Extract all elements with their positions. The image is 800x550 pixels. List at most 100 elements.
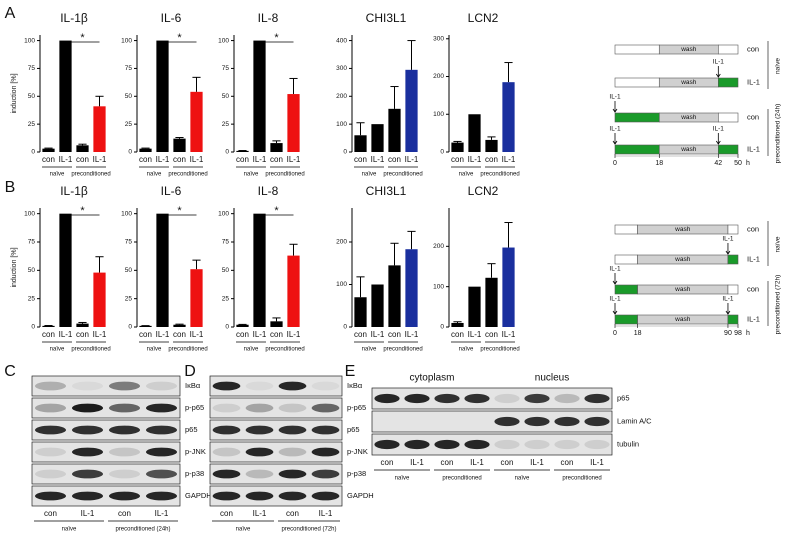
bar — [354, 135, 367, 152]
bar — [42, 325, 55, 327]
band — [212, 381, 241, 391]
lane-label: IL-1 — [470, 458, 484, 467]
band — [212, 469, 241, 479]
band — [108, 403, 141, 413]
group-label: naïve — [244, 347, 259, 353]
significance-star: * — [80, 205, 85, 217]
row-label: con — [747, 284, 759, 293]
group-label: naïve — [147, 172, 162, 178]
group-label: naïve — [515, 476, 530, 482]
segment — [614, 254, 638, 265]
group-label: preconditioned (72h) — [281, 527, 336, 533]
bar — [236, 324, 249, 327]
significance-star: * — [177, 205, 182, 217]
row-label: p65 — [347, 425, 360, 434]
group-label: preconditioned — [562, 476, 601, 482]
x-tick-label: IL-1 — [371, 330, 385, 339]
chart-title: CHI3L1 — [366, 11, 407, 25]
arrow-head — [612, 108, 618, 113]
bar — [76, 323, 89, 327]
band — [464, 439, 490, 450]
band — [584, 416, 610, 427]
band — [404, 393, 430, 404]
arrow-head — [612, 310, 618, 315]
panel-letter: D — [184, 363, 196, 380]
bar — [173, 138, 186, 152]
x-tick-label: IL-1 — [190, 155, 204, 164]
time-unit: h — [746, 160, 750, 167]
segment — [718, 144, 739, 155]
x-tick-label: con — [485, 155, 498, 164]
blot-strip — [31, 485, 181, 507]
bar — [173, 324, 186, 327]
x-tick-label: con — [173, 155, 186, 164]
band — [434, 439, 460, 450]
band — [34, 447, 67, 457]
arrow-label: IL-1 — [609, 126, 621, 133]
x-tick-label: IL-1 — [502, 155, 516, 164]
bar — [485, 277, 498, 327]
band — [34, 469, 67, 479]
arrow-label: IL-1 — [722, 296, 734, 303]
band — [311, 403, 340, 413]
arrow-label: IL-1 — [609, 94, 621, 101]
band — [145, 491, 178, 501]
x-tick-label: con — [270, 330, 283, 339]
bar — [451, 142, 464, 152]
group-label: preconditioned — [265, 172, 304, 178]
time-tick-label: 90 — [724, 330, 732, 337]
x-tick-label: IL-1 — [371, 155, 385, 164]
y-tick-label: 75 — [28, 65, 36, 72]
band — [311, 447, 340, 457]
lane-label: IL-1 — [530, 458, 544, 467]
row-label: Lamin A/C — [617, 416, 652, 425]
row-label: IL-1 — [747, 254, 760, 263]
y-tick-label: 300 — [433, 35, 444, 42]
row-label: p-p38 — [347, 469, 366, 478]
group-label: naïve — [775, 58, 782, 74]
y-tick-label: 75 — [28, 239, 36, 246]
y-tick-label: 0 — [440, 149, 444, 156]
group-label: naïve — [362, 172, 377, 178]
bar — [468, 114, 481, 152]
x-tick-label: con — [236, 155, 249, 164]
bar — [139, 148, 152, 152]
segment — [727, 314, 739, 325]
bar — [253, 213, 266, 327]
bar — [287, 255, 300, 327]
group-label: naïve — [62, 527, 77, 533]
segment — [718, 112, 739, 123]
band — [554, 439, 580, 450]
blot-strip — [31, 375, 181, 397]
band — [404, 439, 430, 450]
band — [245, 469, 274, 479]
y-tick-label: 0 — [440, 324, 444, 331]
chart-title: IL-1β — [60, 184, 88, 198]
blot-strip — [209, 485, 343, 507]
blot-header: nucleus — [535, 373, 569, 384]
time-unit: h — [746, 330, 750, 337]
x-tick-label: con — [485, 330, 498, 339]
y-tick-label: 50 — [28, 267, 36, 274]
row-label: p65 — [185, 425, 198, 434]
y-tick-label: 25 — [125, 121, 133, 128]
x-tick-label: IL-1 — [156, 155, 170, 164]
blot-strip — [209, 441, 343, 463]
bar — [371, 124, 384, 152]
lane-label: IL-1 — [410, 458, 424, 467]
row-label: IL-1 — [747, 144, 760, 153]
arrow-label: IL-1 — [713, 59, 725, 66]
band — [71, 469, 104, 479]
band — [212, 425, 241, 435]
blot-strip — [31, 441, 181, 463]
wash-label: wash — [674, 226, 691, 233]
group-label: preconditioned — [383, 347, 422, 353]
bar — [93, 106, 106, 152]
band — [278, 491, 307, 501]
x-tick-label: con — [139, 155, 152, 164]
band — [108, 381, 141, 391]
y-tick-label: 75 — [222, 239, 230, 246]
band — [554, 416, 580, 427]
y-tick-label: 0 — [343, 149, 347, 156]
significance-star: * — [274, 32, 279, 44]
